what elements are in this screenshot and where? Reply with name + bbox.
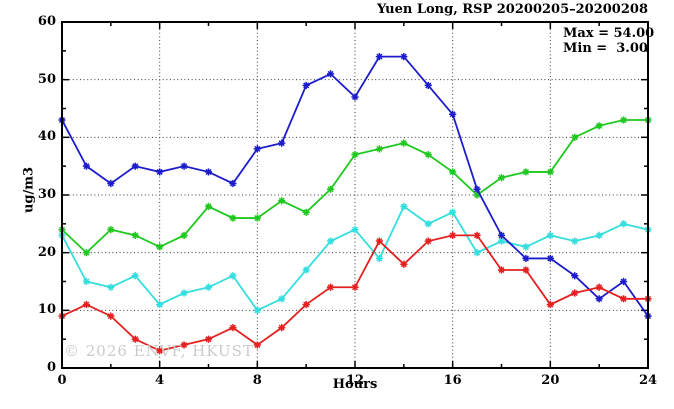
- y-tick-label: 60: [37, 14, 56, 29]
- series-cyan-markers: [58, 202, 652, 314]
- y-tick-label: 0: [46, 360, 56, 375]
- x-tick-label: 12: [345, 373, 365, 388]
- y-tick-label: 40: [37, 129, 56, 145]
- x-tick-label: 8: [252, 373, 262, 388]
- x-tick-label: 24: [638, 373, 658, 388]
- watermark: © 2026 ENVF, HKUST: [64, 342, 254, 360]
- y-tick-label: 50: [37, 71, 56, 87]
- x-axis-label: Hours: [332, 377, 378, 392]
- x-tick-label: 0: [57, 373, 67, 388]
- plot-border: [61, 21, 649, 369]
- x-tick-label: 20: [541, 373, 560, 388]
- x-tick-label: 16: [443, 373, 462, 388]
- y-tick-label: 30: [37, 187, 56, 202]
- chart-title: Yuen Long, RSP 20200205–20200208: [377, 2, 648, 17]
- series-blue-markers: [58, 53, 652, 320]
- series-cyan-line: [61, 205, 649, 312]
- y-tick-label: 10: [37, 302, 56, 318]
- x-tick-label: 4: [155, 373, 165, 388]
- y-tick-label: 20: [37, 244, 56, 260]
- legend-box: Max = 54.00 Min = 3.00: [563, 26, 654, 56]
- legend-min-value: Min = 3.00: [563, 41, 648, 56]
- legend-max-value: Max = 54.00: [563, 26, 655, 41]
